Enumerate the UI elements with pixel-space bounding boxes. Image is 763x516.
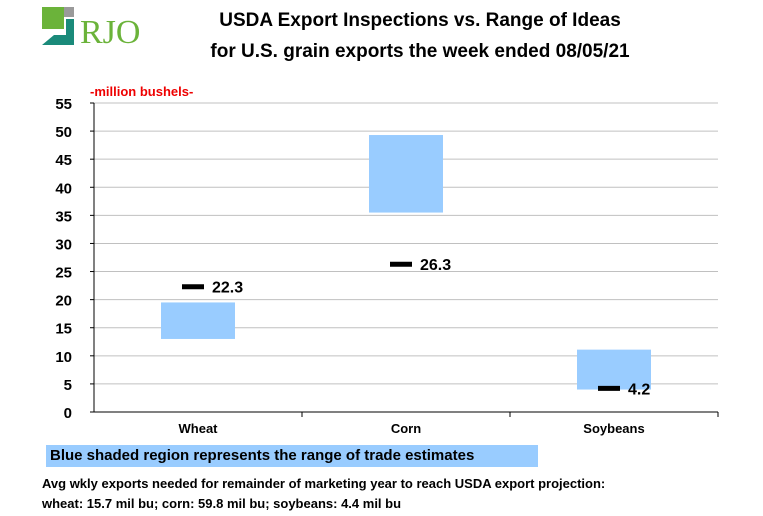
chart-subtitle: for U.S. grain exports the week ended 08… (210, 41, 630, 62)
actual-label-corn: 26.3 (420, 257, 451, 274)
y-tick-label: 15 (55, 321, 72, 338)
actual-label-wheat: 22.3 (212, 280, 243, 297)
y-tick-label: 20 (55, 293, 72, 310)
svg-text:RJO: RJO (80, 14, 140, 51)
note-line-1: Avg wkly exports needed for remainder of… (42, 476, 606, 491)
y-tick-label: 50 (55, 124, 72, 141)
rjo-logo: RJO (40, 5, 150, 58)
y-tick-label: 55 (55, 96, 72, 113)
x-tick-label: Soybeans (583, 421, 644, 436)
y-tick-label: 35 (55, 208, 72, 225)
note-line-2: wheat: 15.7 mil bu; corn: 59.8 mil bu; s… (42, 496, 402, 511)
y-axis-label: -million bushels- (90, 84, 194, 99)
range-bar-wheat (161, 302, 235, 339)
x-tick-label: Wheat (179, 421, 219, 436)
range-bar-soybeans (577, 349, 651, 390)
actual-label-soybeans: 4.2 (628, 381, 650, 398)
y-tick-label: 0 (64, 405, 72, 422)
y-tick-label: 5 (64, 377, 72, 394)
x-tick-label: Corn (391, 421, 421, 436)
y-tick-label: 40 (55, 180, 72, 197)
chart-title: USDA Export Inspections vs. Range of Ide… (219, 10, 621, 31)
legend: Blue shaded region represents the range … (46, 445, 538, 467)
range-bar-corn (369, 135, 443, 213)
y-tick-label: 30 (55, 236, 72, 253)
y-tick-label: 10 (55, 349, 72, 366)
y-tick-label: 45 (55, 152, 72, 169)
y-tick-label: 25 (55, 265, 72, 282)
